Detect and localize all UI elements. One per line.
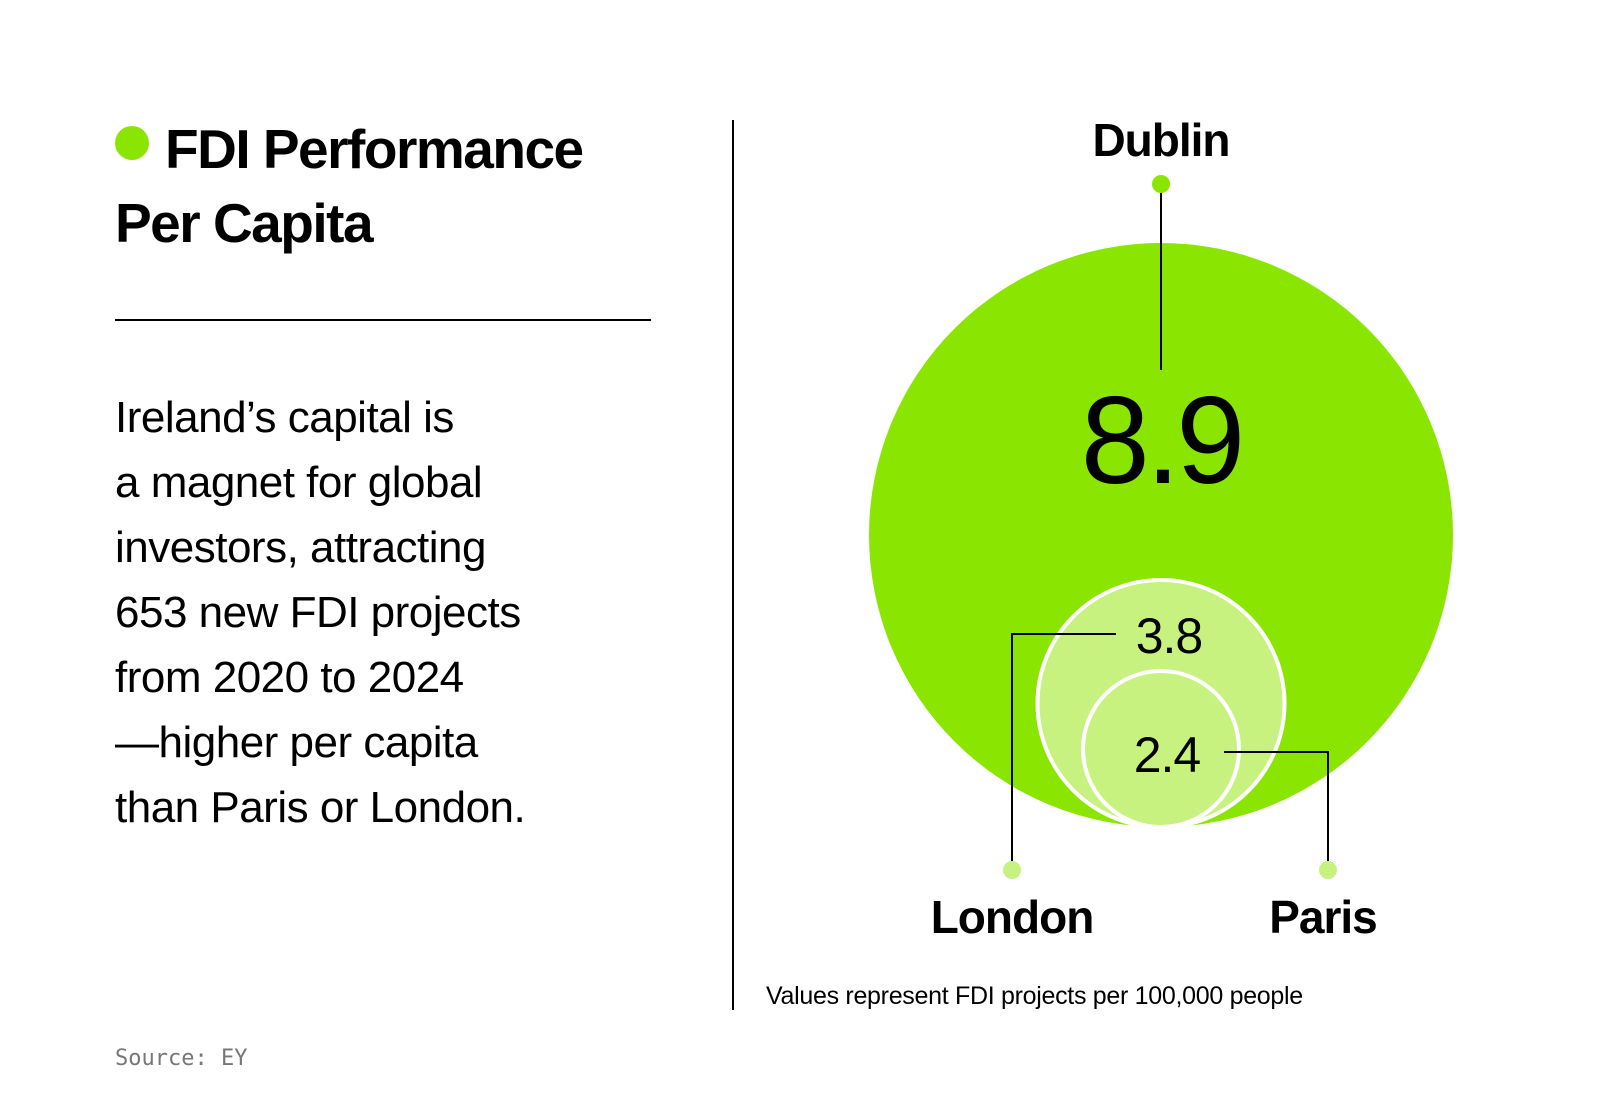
value-label-london: 3.8	[1136, 608, 1203, 664]
body-line: than Paris or London.	[115, 783, 526, 832]
body-line: —higher per capita	[115, 718, 478, 767]
body-line: from 2020 to 2024	[115, 653, 464, 702]
leader-line-paris	[1224, 751, 1329, 862]
leader-layer	[1003, 175, 1337, 879]
title-line-1: FDI Performance	[165, 118, 584, 180]
value-label-dublin: 8.9	[1081, 372, 1241, 510]
title-line-2: Per Capita	[115, 192, 374, 254]
body-paragraph: Ireland’s capital is a magnet for global…	[115, 385, 675, 840]
page-title: FDI Performance Per Capita	[115, 112, 675, 260]
title-bullet-icon	[115, 126, 149, 160]
source-note: Source: EY	[115, 1046, 248, 1071]
leader-dot-paris	[1319, 861, 1337, 879]
title-divider	[115, 319, 651, 321]
text-layer: 8.9 3.8 2.4 Dublin London Paris	[931, 114, 1378, 943]
leader-line-london	[1011, 633, 1116, 862]
title-block: FDI Performance Per Capita	[115, 112, 675, 260]
bubble-paris	[1081, 669, 1241, 829]
body-line: investors, attracting	[115, 523, 487, 572]
leader-dot-dublin	[1152, 175, 1170, 193]
city-label-paris: Paris	[1269, 891, 1377, 943]
city-label-dublin: Dublin	[1092, 114, 1229, 166]
bubble-layer	[869, 243, 1453, 829]
bubble-dublin	[869, 243, 1453, 827]
value-label-paris: 2.4	[1134, 727, 1201, 783]
chart-footnote: Values represent FDI projects per 100,00…	[766, 982, 1303, 1010]
leader-dot-london	[1003, 861, 1021, 879]
body-line: a magnet for global	[115, 458, 483, 507]
column-divider	[732, 120, 734, 1010]
city-label-london: London	[931, 891, 1094, 943]
body-line: 653 new FDI projects	[115, 588, 521, 637]
body-line: Ireland’s capital is	[115, 393, 454, 442]
